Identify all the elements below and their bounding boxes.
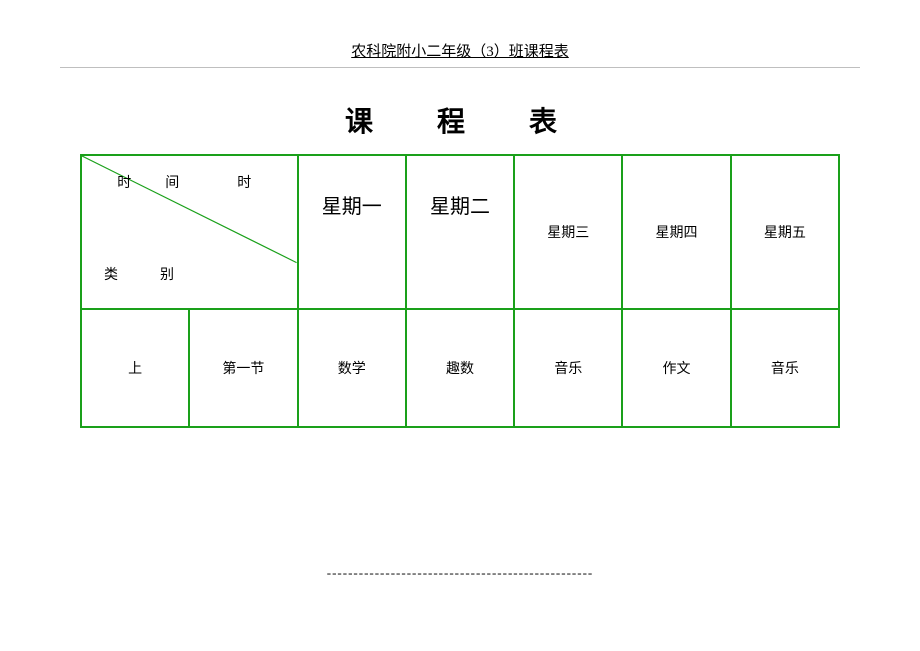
col-thursday: 星期四 (622, 155, 730, 309)
col-monday: 星期一 (298, 155, 406, 309)
cell-tue: 趣数 (406, 309, 514, 427)
col-friday: 星期五 (731, 155, 839, 309)
cell-wed: 音乐 (514, 309, 622, 427)
page-title: 课 程 表 (0, 100, 920, 140)
header-time-label: 时 间 时 (82, 172, 297, 192)
col-wednesday: 星期三 (514, 155, 622, 309)
timetable: 时 间 时 类 别 星期一 星期二 星期三 星期四 星期五 上 第一节 数学 趣… (80, 154, 840, 428)
cell-period: 第一节 (189, 309, 297, 427)
diagonal-header-cell: 时 间 时 类 别 (81, 155, 298, 309)
table-header-row: 时 间 时 类 别 星期一 星期二 星期三 星期四 星期五 (81, 155, 839, 309)
cell-period-group: 上 (81, 309, 189, 427)
cell-thu: 作文 (622, 309, 730, 427)
footer-dashes: ----------------------------------------… (0, 565, 920, 581)
cell-fri: 音乐 (731, 309, 839, 427)
table-row: 上 第一节 数学 趣数 音乐 作文 音乐 (81, 309, 839, 427)
timetable-wrap: 时 间 时 类 别 星期一 星期二 星期三 星期四 星期五 上 第一节 数学 趣… (80, 154, 840, 428)
header-type-label: 类 别 (104, 264, 188, 284)
cell-mon: 数学 (298, 309, 406, 427)
header-rule (60, 67, 860, 68)
page-subtitle: 农科院附小二年级（3）班课程表 (0, 0, 920, 61)
col-tuesday: 星期二 (406, 155, 514, 309)
